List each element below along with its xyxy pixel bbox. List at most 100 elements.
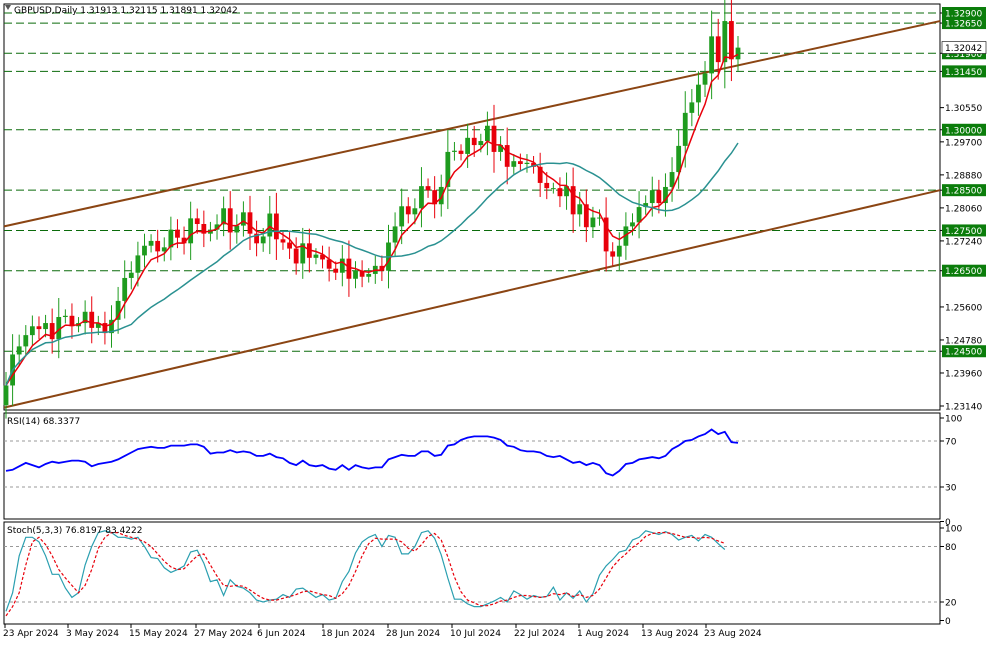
candle-body: [531, 162, 536, 167]
price-level-tag: [942, 65, 986, 78]
candle-body: [168, 229, 174, 248]
symbol-dropdown-icon: [5, 5, 11, 10]
y-tick-label: 1.23960: [945, 369, 982, 379]
candle-body: [115, 300, 121, 320]
candle-body: [663, 186, 668, 204]
y-tick-label: 1.28060: [945, 204, 982, 214]
candle-body: [715, 36, 721, 63]
candle-body: [194, 218, 200, 224]
candle-body: [214, 224, 220, 230]
candle-body: [557, 188, 563, 197]
candle-body: [56, 317, 62, 340]
current-price-label: 1.32042: [945, 44, 982, 54]
chart-title: GBPUSD,Daily 1.31913 1.32115 1.31891 1.3…: [14, 6, 238, 16]
x-tick-label: 6 Jun 2024: [257, 629, 306, 639]
candle-body: [366, 273, 372, 277]
price-level-tag: [942, 123, 986, 136]
y-tick-label: 1.25600: [945, 303, 982, 313]
candle-body: [148, 240, 154, 246]
candle-body: [729, 21, 734, 60]
candle-body: [669, 172, 675, 187]
candle-body: [405, 206, 411, 215]
candle-body: [491, 125, 497, 152]
candle-body: [570, 186, 576, 215]
candle-body: [471, 137, 477, 146]
x-tick-label: 23 Apr 2024: [3, 629, 59, 639]
candle-body: [201, 223, 207, 234]
candle-body: [95, 323, 101, 328]
price-level-label: 1.27500: [945, 227, 982, 237]
candle-body: [339, 258, 345, 273]
rsi-title: RSI(14) 68.3377: [7, 417, 80, 427]
candle-body: [465, 137, 471, 154]
candle-body: [122, 277, 128, 301]
candle-body: [511, 161, 517, 167]
candle-body: [392, 226, 398, 243]
candle-body: [102, 323, 108, 334]
candle-body: [300, 243, 306, 264]
y-tick-label: 1.29700: [945, 138, 982, 148]
candle-body: [478, 141, 484, 146]
trend-channel-upper: [3, 20, 941, 228]
candle-body: [320, 254, 325, 260]
candle-body: [709, 36, 715, 74]
candle-body: [254, 233, 259, 244]
candle-body: [689, 102, 695, 113]
candle-body: [43, 323, 48, 330]
rsi-tick-label: 0: [945, 518, 951, 528]
stoch-tick-label: 80: [945, 543, 957, 553]
candle-body: [636, 207, 642, 223]
candle-body: [313, 254, 319, 258]
stoch-title: Stoch(5,3,3) 76.8197 83.4222: [7, 526, 142, 536]
candle-body: [326, 259, 332, 269]
candle-body: [656, 190, 662, 204]
candle-body: [29, 326, 35, 336]
candle-body: [432, 190, 438, 205]
candle-body: [399, 206, 405, 227]
candle-body: [181, 237, 187, 244]
stoch-tick-label: 0: [945, 617, 951, 627]
candle-body: [722, 21, 728, 63]
x-tick-label: 22 Jul 2024: [514, 629, 565, 639]
x-tick-label: 18 Jun 2024: [321, 629, 375, 639]
price-level-label: 1.31900: [945, 50, 982, 60]
rsi-tick-label: 30: [945, 484, 957, 494]
candle-body: [142, 245, 147, 256]
candle-body: [135, 255, 141, 273]
candle-body: [346, 258, 352, 279]
candle-body: [649, 190, 655, 204]
stoch-k-line: [5, 530, 726, 612]
candle-body: [280, 239, 286, 243]
candle-body: [623, 226, 629, 246]
candle-body: [452, 150, 457, 152]
candle-body: [458, 150, 464, 154]
x-tick-label: 3 May 2024: [66, 629, 119, 639]
price-level-tag: [942, 17, 986, 30]
candle-body: [597, 217, 602, 219]
price-level-tag: [942, 184, 986, 197]
rsi-tick-label: 70: [945, 438, 957, 448]
candle-body: [425, 186, 431, 191]
candle-body: [412, 208, 418, 215]
candle-body: [379, 265, 385, 271]
price-level-label: 1.28500: [945, 187, 982, 197]
trend-channel-lower: [3, 189, 941, 409]
candle-body: [260, 236, 266, 244]
candle-body: [590, 217, 596, 228]
x-tick-label: 15 May 2024: [129, 629, 188, 639]
candle-body: [564, 186, 569, 197]
candle-body: [62, 315, 68, 318]
candle-body: [550, 188, 556, 190]
candle-body: [537, 166, 543, 183]
candle-body: [267, 213, 273, 237]
candle-body: [419, 186, 424, 209]
candle-body: [161, 247, 167, 252]
candle-body: [3, 385, 9, 406]
candle-body: [353, 270, 358, 279]
rsi-tick-label: 100: [945, 415, 962, 425]
candle-body: [333, 268, 339, 273]
price-level-label: 1.24500: [945, 348, 982, 358]
candle-body: [273, 213, 279, 240]
